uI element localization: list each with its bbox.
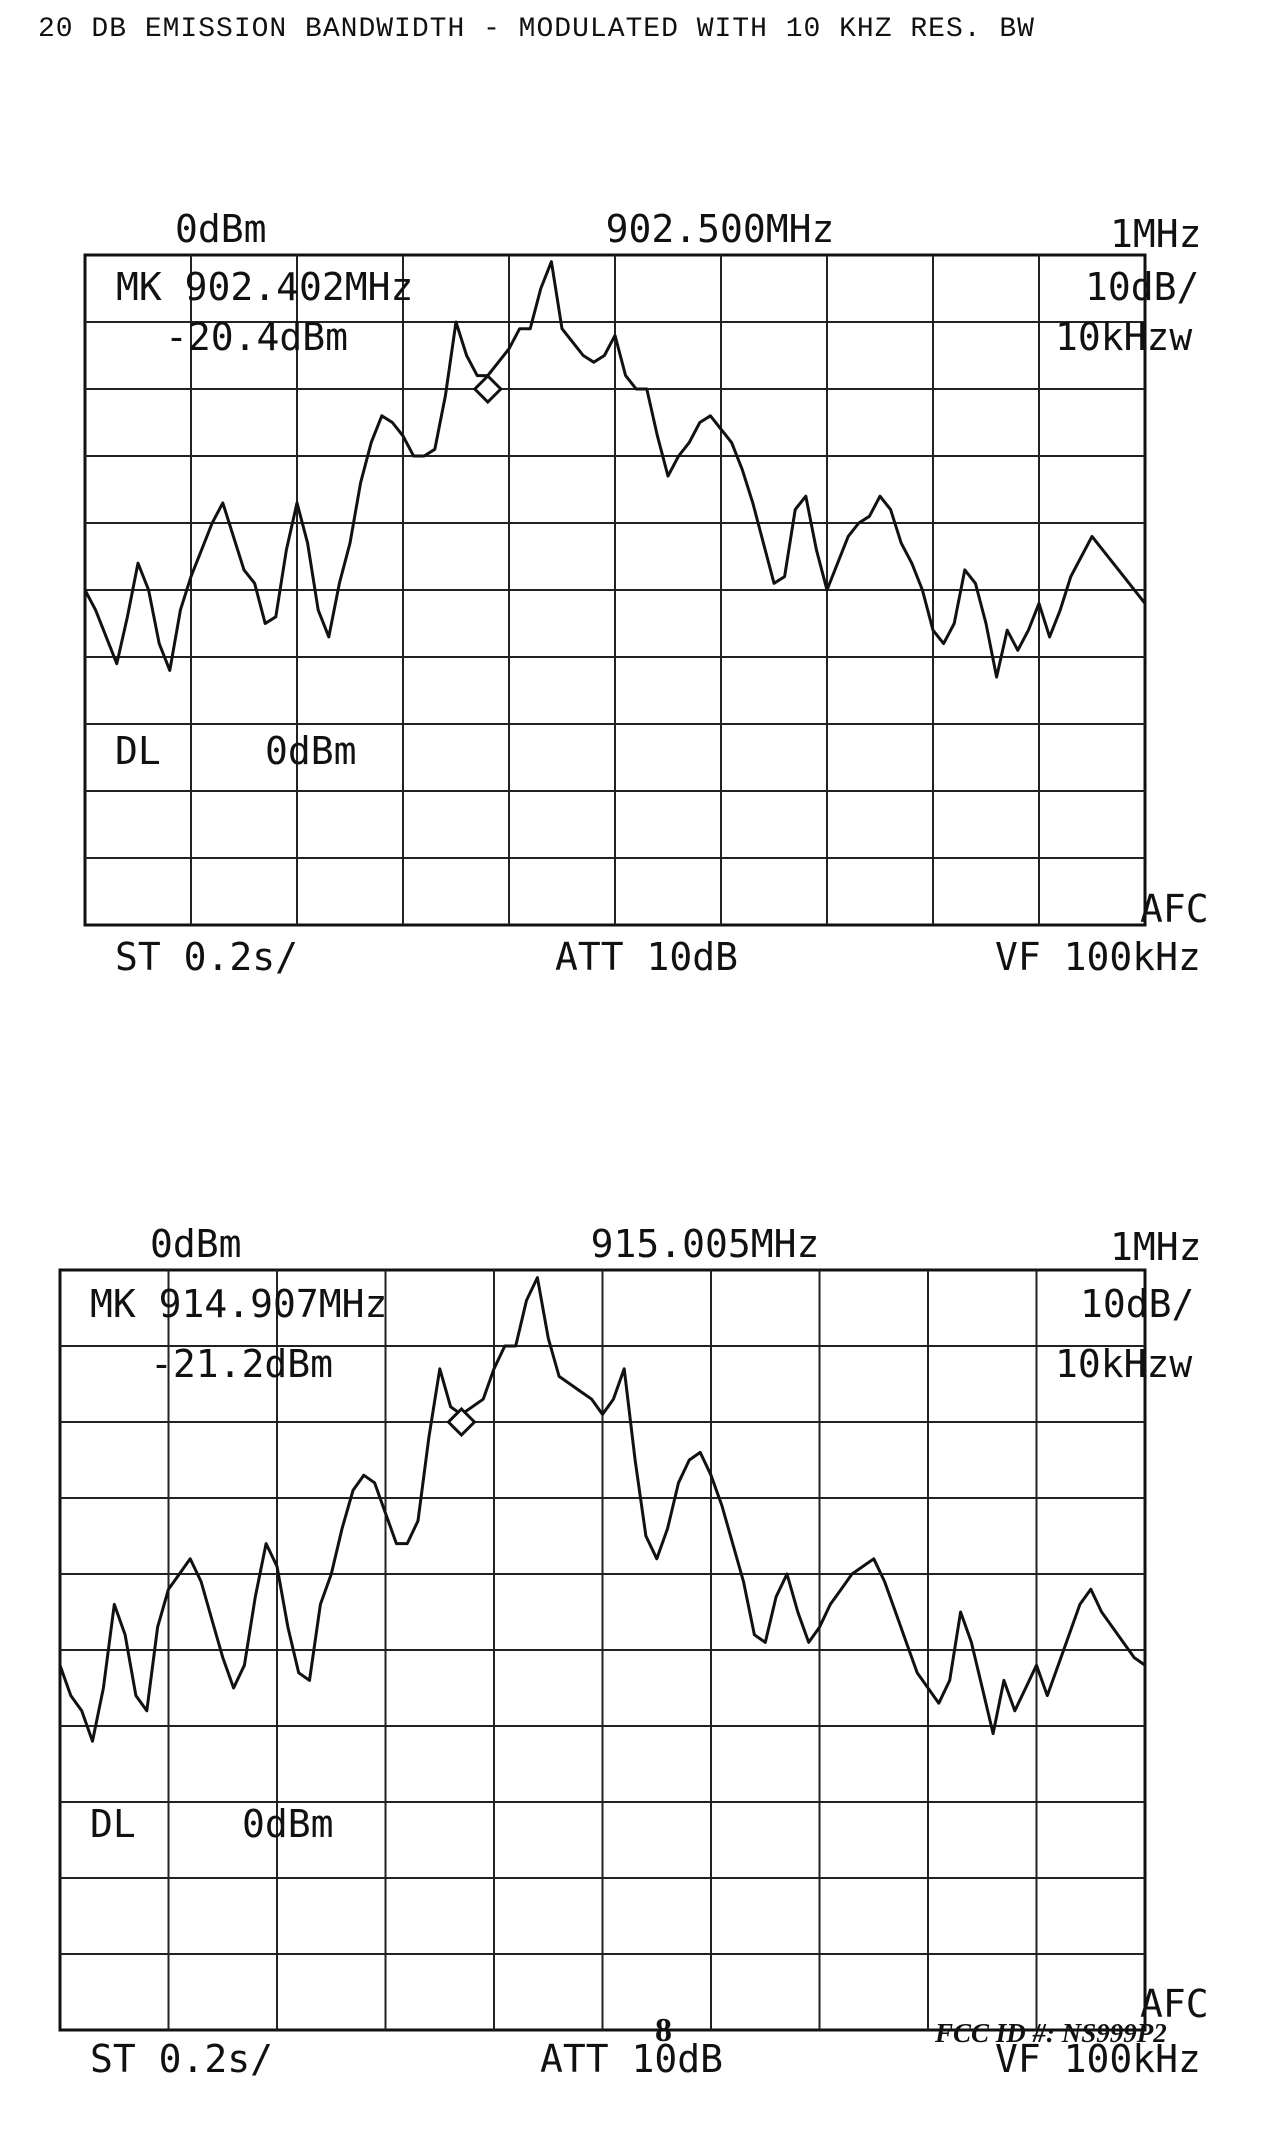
attenuation-label: ATT 10dB xyxy=(555,935,739,979)
sweep-time-label: ST 0.2s/ xyxy=(115,935,299,979)
attenuation-label: ATT 10dB xyxy=(540,2037,724,2081)
scale-label: 10dB/ xyxy=(1085,265,1200,309)
fcc-id: FCC ID #: NS999P2 xyxy=(935,2018,1167,2048)
rbw-label: 10kHzw xyxy=(1055,1342,1193,1386)
trace-line xyxy=(58,1276,1146,1743)
display-line-level-label: 0dBm xyxy=(265,729,357,773)
sweep-time-label: ST 0.2s/ xyxy=(90,2037,274,2081)
afc-label: AFC xyxy=(1140,887,1209,931)
span-label: 1MHz xyxy=(1110,1225,1202,1269)
afc-label: AFC xyxy=(1140,1982,1209,2026)
spectrum-plot-1 xyxy=(83,253,1147,927)
display-line-label: DL xyxy=(90,1802,136,1846)
ref-level-label: 0dBm xyxy=(175,207,267,251)
scale-label: 10dB/ xyxy=(1080,1282,1195,1326)
center-freq-label: 902.500MHz xyxy=(605,207,835,251)
grid xyxy=(58,1268,1147,2032)
marker-diamond xyxy=(472,373,503,405)
rbw-label: 10kHzw xyxy=(1055,315,1193,359)
marker-diamond xyxy=(446,1406,477,1438)
spectrum-analyzer-display-1: 0dBm 902.500MHz 1MHz MK 902.402MHz -20.4… xyxy=(0,0,1284,1000)
marker-freq-label: MK 914.907MHz xyxy=(90,1282,388,1326)
grid xyxy=(83,253,1147,927)
marker-freq-label: MK 902.402MHz xyxy=(116,265,414,309)
video-filter-label: VF 100kHz xyxy=(995,2037,1201,2081)
marker-level-label: -20.4dBm xyxy=(165,315,349,359)
video-filter-label: VF 100kHz xyxy=(995,935,1201,979)
ref-level-label: 0dBm xyxy=(150,1222,242,1266)
display-line-label: DL xyxy=(115,729,161,773)
page-number: 8 xyxy=(655,2012,672,2049)
display-line-level-label: 0dBm xyxy=(242,1802,334,1846)
span-label: 1MHz xyxy=(1110,212,1202,256)
marker-level-label: -21.2dBm xyxy=(150,1342,334,1386)
page-title: 20 DB EMISSION BANDWIDTH - MODULATED WIT… xyxy=(38,14,1035,45)
trace-line xyxy=(83,260,1147,679)
center-freq-label: 915.005MHz xyxy=(590,1222,820,1266)
